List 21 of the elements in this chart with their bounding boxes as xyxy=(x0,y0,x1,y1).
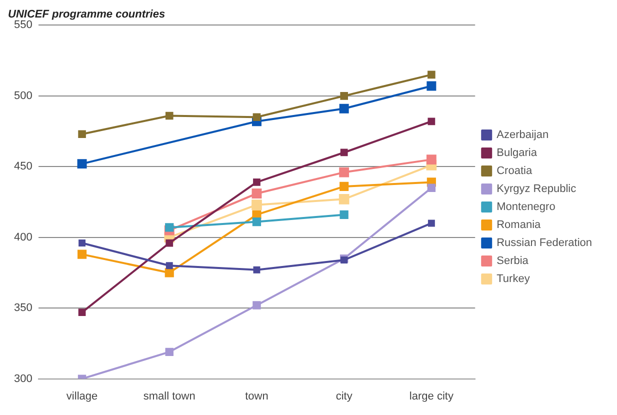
legend-label: Romania xyxy=(496,219,542,232)
x-tick-label: city xyxy=(336,390,353,402)
y-tick-label: 450 xyxy=(14,160,32,173)
y-tick-label: 500 xyxy=(14,90,32,102)
x-tick-label: town xyxy=(245,390,268,402)
legend-label: Turkey xyxy=(496,273,530,286)
chart-title: UNICEF programme countries xyxy=(8,8,166,21)
legend-label: Kyrgyz Republic xyxy=(496,183,577,196)
legend-label: Montenegro xyxy=(496,201,556,214)
x-tick-label: village xyxy=(66,390,98,402)
x-tick-label: small town xyxy=(143,390,196,402)
legend-label: Bulgaria xyxy=(496,147,538,160)
y-tick-label: 400 xyxy=(14,231,32,244)
legend-label: Azerbaijan xyxy=(496,129,549,142)
y-tick-label: 550 xyxy=(14,19,32,32)
y-tick-label: 300 xyxy=(14,372,32,385)
legend-label: Serbia xyxy=(496,255,530,268)
legend-label: Croatia xyxy=(496,165,533,178)
x-tick-label: large city xyxy=(409,390,454,402)
y-tick-label: 350 xyxy=(14,302,32,314)
legend-label: Russian Federation xyxy=(496,237,592,250)
